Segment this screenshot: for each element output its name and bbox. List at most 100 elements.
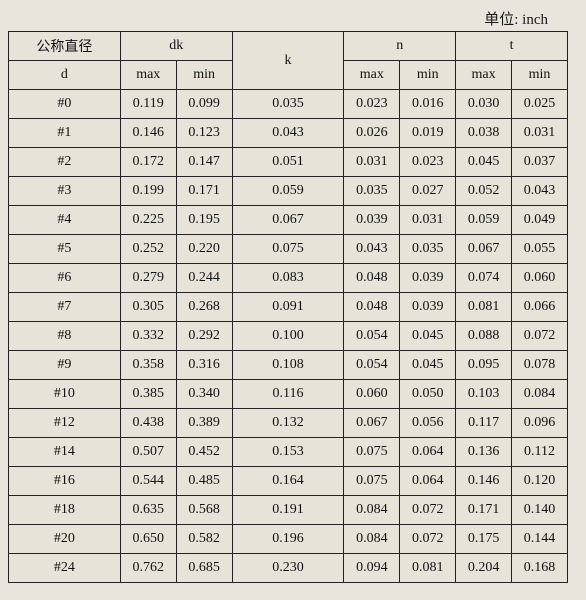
table-row: #100.3850.3400.1160.0600.0500.1030.084 (9, 380, 568, 409)
cell-n_min: 0.023 (400, 148, 456, 177)
cell-dk_min: 0.268 (176, 293, 232, 322)
cell-t_min: 0.140 (512, 496, 568, 525)
cell-k: 0.083 (232, 264, 344, 293)
cell-n_max: 0.043 (344, 235, 400, 264)
cell-dk_min: 0.452 (176, 438, 232, 467)
table-row: #240.7620.6850.2300.0940.0810.2040.168 (9, 554, 568, 583)
cell-d: #10 (9, 380, 121, 409)
cell-dk_max: 0.199 (120, 177, 176, 206)
cell-t_max: 0.059 (456, 206, 512, 235)
cell-dk_max: 0.650 (120, 525, 176, 554)
cell-t_max: 0.171 (456, 496, 512, 525)
cell-n_min: 0.064 (400, 438, 456, 467)
cell-dk_min: 0.389 (176, 409, 232, 438)
cell-t_max: 0.038 (456, 119, 512, 148)
cell-k: 0.075 (232, 235, 344, 264)
cell-k: 0.196 (232, 525, 344, 554)
table-row: #80.3320.2920.1000.0540.0450.0880.072 (9, 322, 568, 351)
header-d-sub: d (9, 61, 121, 90)
cell-dk_max: 0.358 (120, 351, 176, 380)
cell-k: 0.067 (232, 206, 344, 235)
cell-n_max: 0.084 (344, 525, 400, 554)
cell-d: #18 (9, 496, 121, 525)
cell-dk_min: 0.340 (176, 380, 232, 409)
cell-k: 0.230 (232, 554, 344, 583)
cell-d: #8 (9, 322, 121, 351)
cell-n_max: 0.075 (344, 438, 400, 467)
cell-t_max: 0.067 (456, 235, 512, 264)
cell-d: #9 (9, 351, 121, 380)
cell-n_max: 0.075 (344, 467, 400, 496)
cell-t_min: 0.043 (512, 177, 568, 206)
cell-dk_max: 0.172 (120, 148, 176, 177)
cell-dk_max: 0.385 (120, 380, 176, 409)
cell-d: #7 (9, 293, 121, 322)
cell-t_max: 0.095 (456, 351, 512, 380)
cell-t_max: 0.146 (456, 467, 512, 496)
cell-n_min: 0.031 (400, 206, 456, 235)
cell-dk_min: 0.292 (176, 322, 232, 351)
cell-k: 0.100 (232, 322, 344, 351)
cell-t_min: 0.055 (512, 235, 568, 264)
cell-k: 0.043 (232, 119, 344, 148)
cell-n_max: 0.048 (344, 264, 400, 293)
cell-dk_max: 0.762 (120, 554, 176, 583)
cell-n_max: 0.060 (344, 380, 400, 409)
cell-t_min: 0.066 (512, 293, 568, 322)
cell-t_min: 0.072 (512, 322, 568, 351)
cell-n_min: 0.039 (400, 293, 456, 322)
header-t: t (456, 32, 568, 61)
cell-dk_min: 0.685 (176, 554, 232, 583)
table-row: #30.1990.1710.0590.0350.0270.0520.043 (9, 177, 568, 206)
cell-t_min: 0.084 (512, 380, 568, 409)
cell-n_min: 0.039 (400, 264, 456, 293)
cell-n_max: 0.054 (344, 322, 400, 351)
cell-n_min: 0.072 (400, 525, 456, 554)
header-n-max: max (344, 61, 400, 90)
cell-n_max: 0.023 (344, 90, 400, 119)
cell-t_min: 0.031 (512, 119, 568, 148)
header-t-max: max (456, 61, 512, 90)
cell-dk_max: 0.438 (120, 409, 176, 438)
cell-t_min: 0.168 (512, 554, 568, 583)
cell-k: 0.116 (232, 380, 344, 409)
cell-dk_min: 0.123 (176, 119, 232, 148)
table-row: #50.2520.2200.0750.0430.0350.0670.055 (9, 235, 568, 264)
cell-k: 0.164 (232, 467, 344, 496)
cell-n_min: 0.045 (400, 322, 456, 351)
cell-dk_max: 0.252 (120, 235, 176, 264)
cell-n_max: 0.094 (344, 554, 400, 583)
cell-k: 0.132 (232, 409, 344, 438)
cell-k: 0.191 (232, 496, 344, 525)
cell-t_min: 0.049 (512, 206, 568, 235)
table-body: #00.1190.0990.0350.0230.0160.0300.025#10… (9, 90, 568, 583)
cell-n_min: 0.056 (400, 409, 456, 438)
header-dk-min: min (176, 61, 232, 90)
cell-dk_max: 0.279 (120, 264, 176, 293)
cell-d: #4 (9, 206, 121, 235)
cell-d: #2 (9, 148, 121, 177)
cell-n_max: 0.067 (344, 409, 400, 438)
cell-t_max: 0.117 (456, 409, 512, 438)
cell-n_max: 0.084 (344, 496, 400, 525)
cell-k: 0.153 (232, 438, 344, 467)
cell-t_max: 0.081 (456, 293, 512, 322)
cell-n_max: 0.035 (344, 177, 400, 206)
cell-d: #1 (9, 119, 121, 148)
cell-d: #0 (9, 90, 121, 119)
cell-n_min: 0.072 (400, 496, 456, 525)
header-n: n (344, 32, 456, 61)
cell-k: 0.035 (232, 90, 344, 119)
cell-dk_max: 0.507 (120, 438, 176, 467)
header-t-min: min (512, 61, 568, 90)
cell-dk_min: 0.568 (176, 496, 232, 525)
cell-dk_min: 0.195 (176, 206, 232, 235)
table-row: #140.5070.4520.1530.0750.0640.1360.112 (9, 438, 568, 467)
cell-n_max: 0.031 (344, 148, 400, 177)
cell-n_max: 0.026 (344, 119, 400, 148)
cell-dk_max: 0.332 (120, 322, 176, 351)
cell-n_max: 0.054 (344, 351, 400, 380)
cell-t_max: 0.074 (456, 264, 512, 293)
cell-dk_min: 0.582 (176, 525, 232, 554)
table-row: #60.2790.2440.0830.0480.0390.0740.060 (9, 264, 568, 293)
